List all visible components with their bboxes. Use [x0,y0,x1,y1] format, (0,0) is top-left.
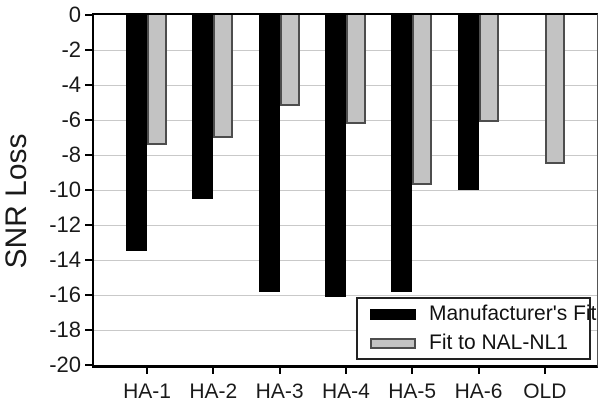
bar-manufacturers-fit-ha-5 [391,15,413,292]
x-tick-label-ha-4: HA-4 [321,380,370,403]
y-tick-label--20: -20 [49,352,81,377]
y-tick-label--6: -6 [61,107,81,132]
x-tick-mark-ha-1 [146,368,148,374]
y-tick-mark--18 [85,329,92,331]
bar-manufacturers-fit-ha-6 [457,15,479,190]
legend-item-manufacturers-fit: Manufacturer's Fit [370,302,596,326]
legend: Manufacturer's Fit Fit to NAL-NL1 [356,297,596,360]
x-tick-label-old: OLD [523,380,567,403]
y-tick-label--10: -10 [49,177,81,202]
y-tick-mark--14 [85,259,92,261]
bar-manufacturers-fit-ha-1 [126,15,147,252]
legend-swatch-fit-to-nal-nl1 [370,337,416,349]
x-tick-label-ha-5: HA-5 [388,380,437,403]
x-tick-label-ha-3: HA-3 [255,380,304,403]
gridline--18 [94,330,597,331]
y-tick-label--12: -12 [49,212,81,237]
x-tick-mark-ha-4 [344,368,347,374]
x-tick-mark-ha-2 [212,368,215,374]
legend-label-manufacturers-fit: Manufacturer's Fit [429,302,597,325]
x-tick-label-ha-2: HA-2 [189,380,238,403]
x-tick-label-ha-1: HA-1 [123,380,171,403]
legend-item-fit-to-nal-nl1: Fit to NAL-NL1 [370,331,589,355]
bar-fit-to-nal-nl1-ha-2 [213,15,234,138]
y-tick-mark--8 [85,154,92,156]
y-tick-mark--10 [85,189,92,191]
x-tick-mark-ha-6 [477,368,480,374]
y-tick-label-0: 0 [68,2,81,27]
y-tick-label--16: -16 [49,282,81,307]
bar-fit-to-nal-nl1-ha-1 [147,15,167,145]
bar-fit-to-nal-nl1-ha-6 [478,15,499,122]
plot-area: Manufacturer's Fit Fit to NAL-NL1 [92,13,598,368]
y-tick-mark--2 [85,49,92,51]
y-axis-title: SNR Loss [0,133,33,269]
y-tick-mark--16 [85,294,92,296]
y-tick-label--2: -2 [61,37,81,62]
y-tick-mark-0 [85,14,92,16]
y-tick-mark--6 [85,119,92,121]
bar-fit-to-nal-nl1-ha-4 [345,15,366,124]
bar-manufacturers-fit-ha-4 [324,15,346,297]
bar-manufacturers-fit-ha-2 [192,15,214,199]
x-tick-label-ha-6: HA-6 [454,380,503,403]
y-tick-label--8: -8 [61,142,81,167]
x-tick-mark-ha-3 [278,368,281,374]
bar-fit-to-nal-nl1-old [544,15,565,164]
y-tick-label--4: -4 [61,72,81,97]
y-tick-mark--4 [85,84,92,86]
x-tick-mark-ha-5 [411,368,414,374]
y-tick-label--14: -14 [49,247,81,272]
legend-swatch-manufacturers-fit [370,308,416,320]
y-tick-label--18: -18 [49,317,81,342]
bar-fit-to-nal-nl1-ha-3 [279,15,300,106]
y-tick-mark--12 [85,224,92,226]
x-tick-mark-old [543,368,546,374]
legend-label-fit-to-nal-nl1: Fit to NAL-NL1 [429,331,568,354]
y-tick-mark--20 [85,364,92,366]
bar-manufacturers-fit-ha-3 [258,15,280,292]
bar-fit-to-nal-nl1-ha-5 [412,15,433,185]
